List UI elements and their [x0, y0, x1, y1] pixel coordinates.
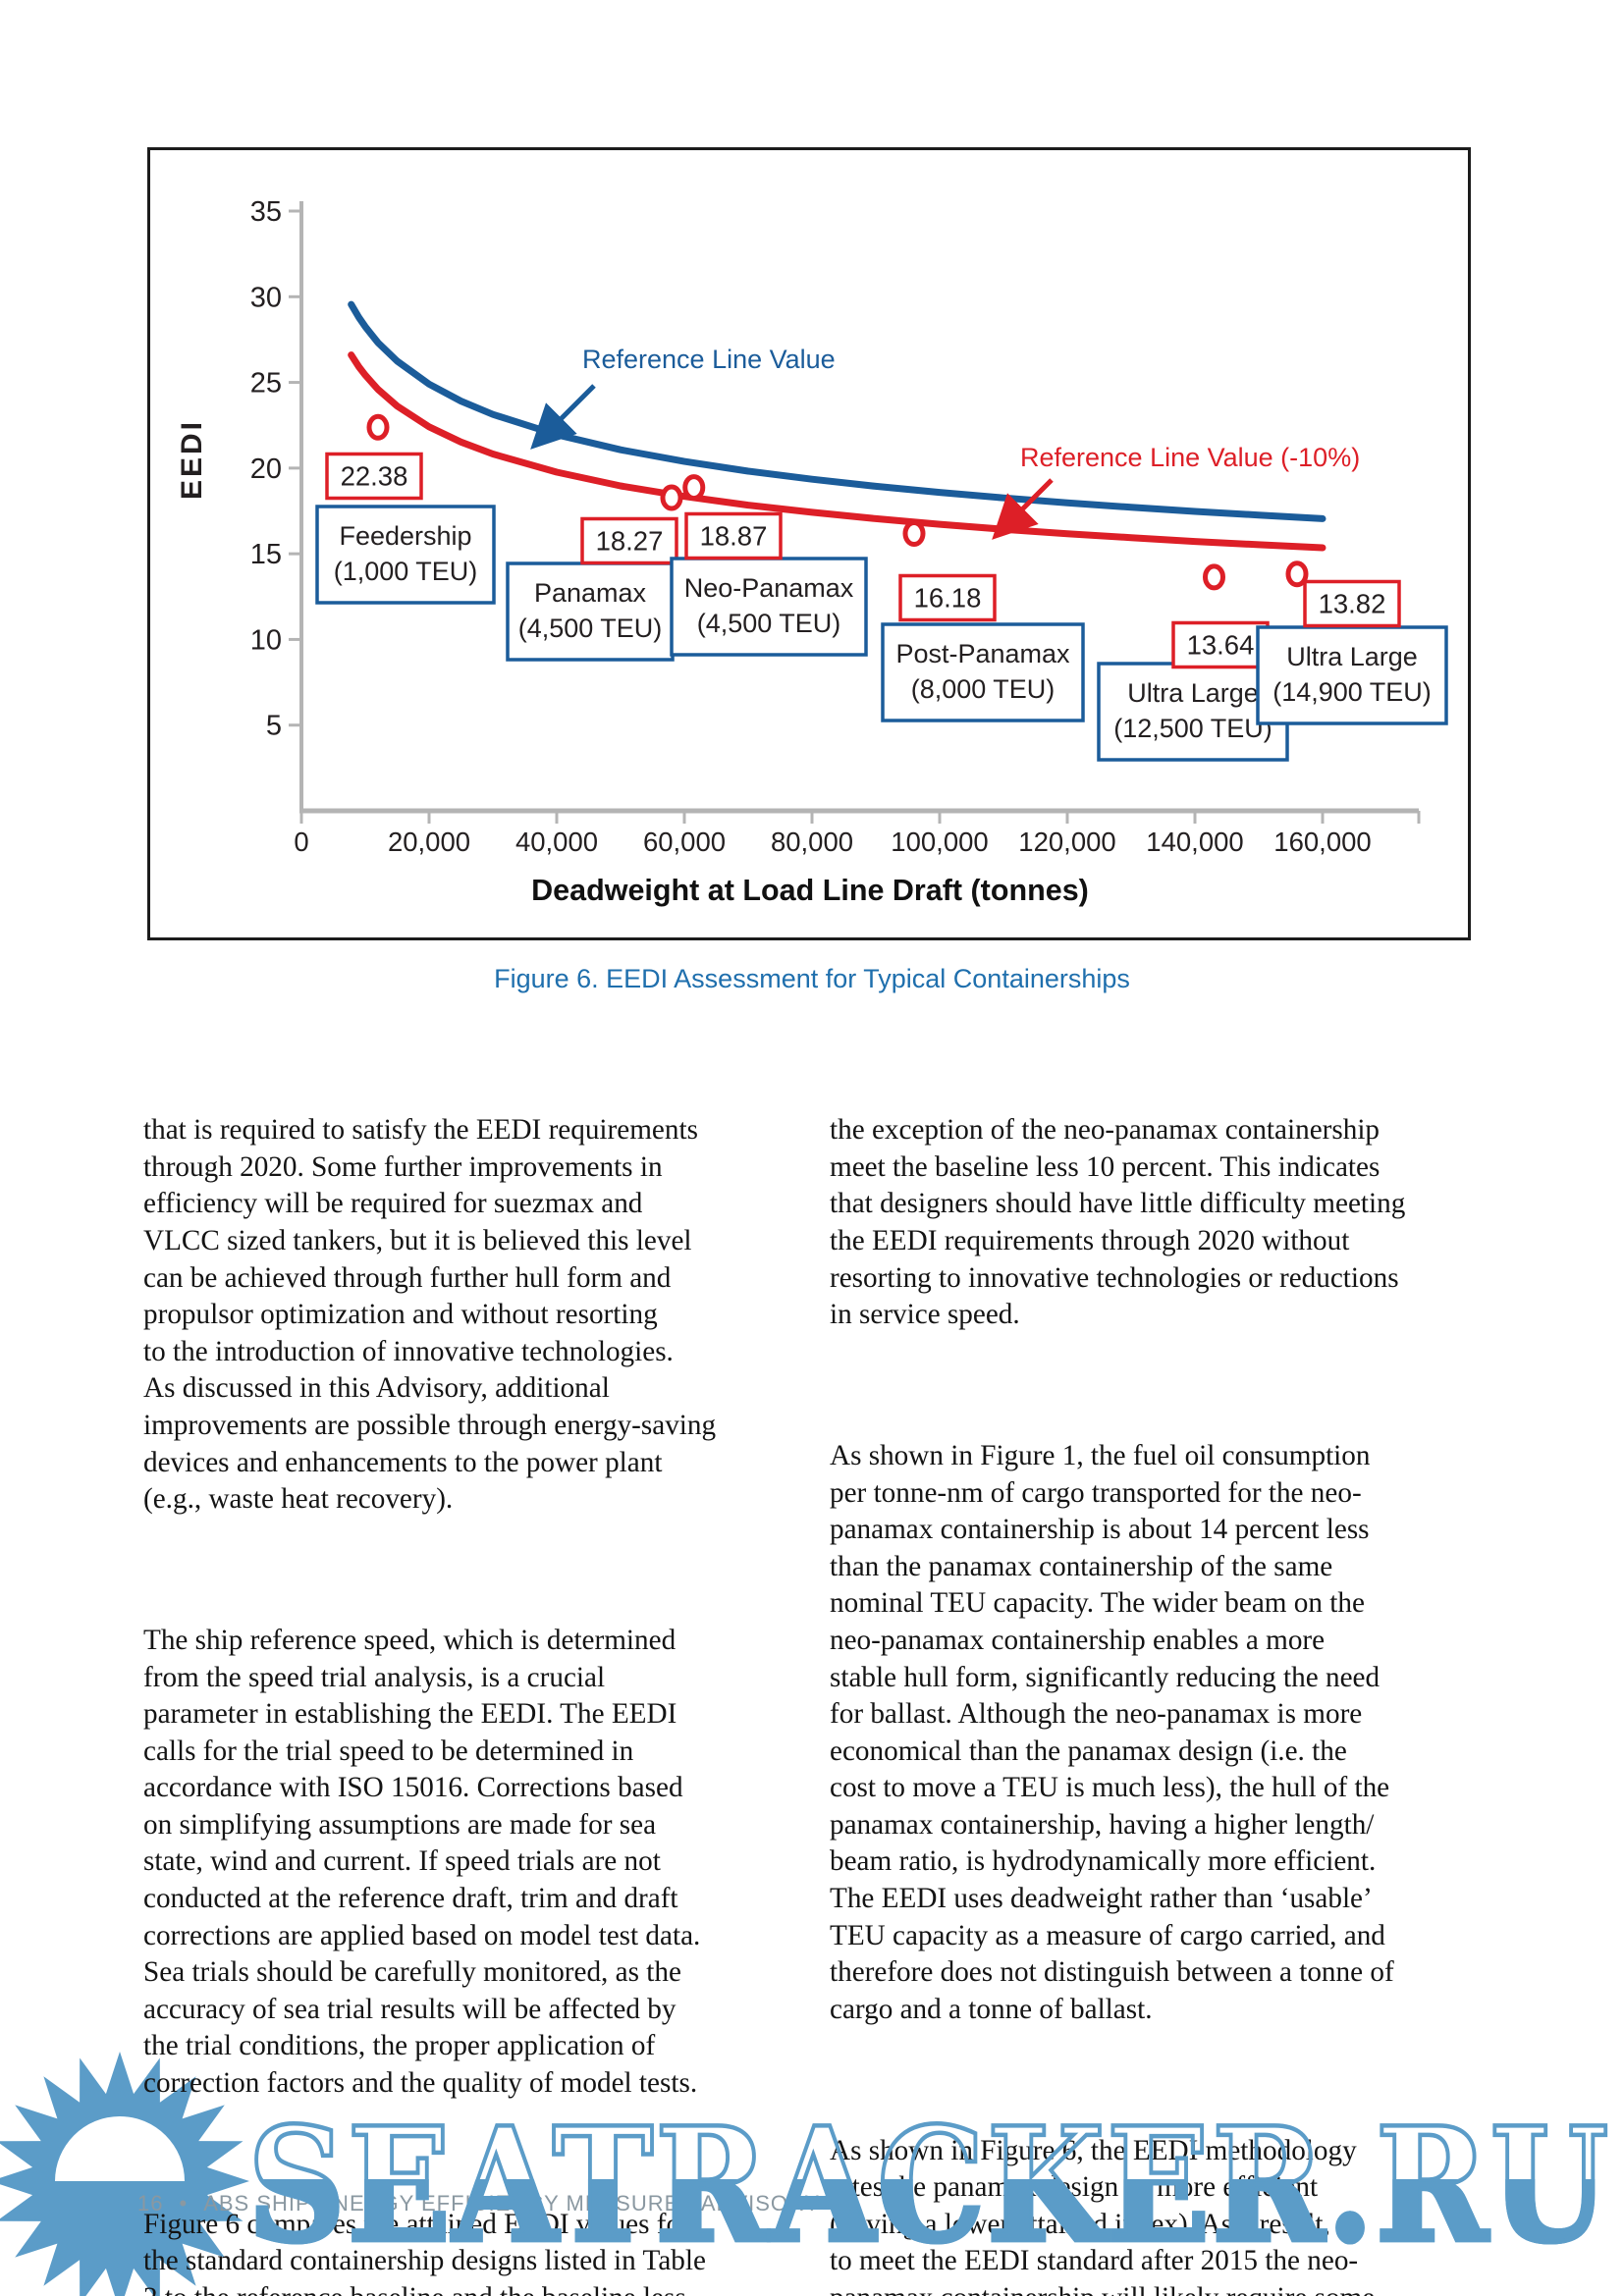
- svg-text:13.64: 13.64: [1187, 630, 1255, 661]
- page-number: 16: [137, 2191, 164, 2216]
- ship-data-point: [902, 520, 926, 548]
- paragraph: Figure 6 compares the attained EEDI valu…: [143, 2208, 706, 2296]
- svg-text:35: 35: [250, 196, 282, 228]
- axes: 35 30 25 20 15 10 5 0 20,000 40,000 60,000 80,000 10…: [176, 196, 1421, 907]
- figure-6-chart-frame: 35 30 25 20 15 10 5 0 20,000 40,000 60,000 80,000 10…: [147, 147, 1471, 940]
- ship-data-group: Panamax (4,500 TEU) 18.27: [506, 484, 683, 662]
- svg-text:10: 10: [250, 624, 282, 656]
- svg-text:60,000: 60,000: [643, 827, 726, 857]
- svg-text:80,000: 80,000: [771, 827, 853, 857]
- svg-text:Neo-Panamax: Neo-Panamax: [684, 573, 854, 603]
- ship-name-box: [1097, 662, 1289, 762]
- svg-text:25: 25: [250, 368, 282, 400]
- page-footer: 16 • ABS SHIP ENERGY EFFICIENCY MEASURES…: [137, 2191, 820, 2216]
- svg-text:18.27: 18.27: [596, 526, 664, 557]
- svg-text:(14,900 TEU): (14,900 TEU): [1272, 677, 1432, 707]
- svg-text:Ultra Large: Ultra Large: [1127, 678, 1259, 708]
- ship-data-group: Ultra Large (14,900 TEU) 13.82: [1256, 561, 1448, 725]
- svg-text:15: 15: [250, 539, 282, 570]
- eedi-value-box: [684, 511, 783, 561]
- x-axis-title: Deadweight at Load Line Draft (tonnes): [531, 874, 1089, 907]
- svg-text:(4,500 TEU): (4,500 TEU): [697, 609, 841, 638]
- svg-text:140,000: 140,000: [1146, 827, 1243, 857]
- annotation-label: Reference Line Value (-10%): [992, 443, 1360, 540]
- svg-text:120,000: 120,000: [1018, 827, 1115, 857]
- paragraph: The ship reference speed, which is deter…: [143, 1624, 701, 2100]
- footer-bullet-icon: •: [179, 2191, 189, 2216]
- svg-text:Post-Panamax: Post-Panamax: [895, 639, 1070, 668]
- eedi-value-box: [580, 516, 678, 565]
- ship-data-point: [660, 484, 683, 511]
- svg-text:18.87: 18.87: [700, 521, 768, 552]
- svg-text:Reference Line Value (-10%): Reference Line Value (-10%): [1020, 443, 1360, 472]
- svg-text:160,000: 160,000: [1273, 827, 1371, 857]
- eedi-chart: 35 30 25 20 15 10 5 0 20,000 40,000 60,000 80,000 10…: [176, 196, 1448, 907]
- svg-text:Feedership: Feedership: [339, 521, 471, 551]
- paragraph: As shown in Figure 6, the EEDI methodolo…: [830, 2134, 1375, 2296]
- paragraph: the exception of the neo-panamax contain…: [830, 1114, 1406, 1331]
- svg-text:Ultra Large: Ultra Large: [1286, 642, 1418, 671]
- svg-text:(8,000 TEU): (8,000 TEU): [911, 674, 1056, 704]
- annotation-label: Reference Line Value: [530, 345, 836, 450]
- ship-data-point: [682, 474, 706, 502]
- ship-data-point: [366, 413, 390, 441]
- eedi-value-box: [1303, 579, 1401, 628]
- eedi-value-box: [325, 452, 423, 501]
- svg-text:(12,500 TEU): (12,500 TEU): [1113, 714, 1272, 743]
- svg-text:Reference Line Value: Reference Line Value: [582, 345, 836, 374]
- reference-line-curve: [348, 300, 1326, 522]
- footer-title: ABS SHIP ENERGY EFFICIENCY MEASURES ADVI…: [203, 2191, 821, 2216]
- eedi-value-box: [898, 573, 997, 622]
- left-text-column: that is required to satisfy the EEDI req…: [143, 1039, 821, 2296]
- y-axis-title: EEDI: [176, 419, 208, 500]
- figure-caption: Figure 6. EEDI Assessment for Typical Co…: [494, 964, 1130, 993]
- ship-name-box: [881, 622, 1085, 722]
- ship-data-group: Post-Panamax (8,000 TEU) 16.18: [881, 520, 1085, 722]
- svg-text:22.38: 22.38: [341, 461, 408, 492]
- ship-data-group: Ultra Large (12,500 TEU) 13.64: [1097, 563, 1289, 762]
- eedi-value-box: [1171, 620, 1270, 669]
- svg-text:0: 0: [294, 827, 308, 857]
- right-text-column: the exception of the neo-panamax contain…: [830, 1039, 1517, 2296]
- svg-text:(1,000 TEU): (1,000 TEU): [334, 557, 478, 586]
- ship-data-group: Neo-Panamax (4,500 TEU) 18.87: [670, 474, 868, 657]
- svg-text:20: 20: [250, 454, 282, 485]
- svg-text:(4,500 TEU): (4,500 TEU): [518, 614, 663, 643]
- ship-name-box: [670, 557, 868, 657]
- svg-text:30: 30: [250, 282, 282, 313]
- ship-data-point: [1203, 563, 1225, 591]
- svg-text:5: 5: [266, 711, 282, 742]
- svg-text:100,000: 100,000: [891, 827, 988, 857]
- ship-data-group: Feedership (1,000 TEU) 22.38: [315, 413, 496, 605]
- svg-text:Panamax: Panamax: [534, 578, 647, 608]
- ship-data-point: [1285, 561, 1309, 588]
- reference-line-minus10-curve: [348, 351, 1326, 552]
- svg-text:13.82: 13.82: [1319, 589, 1386, 619]
- ship-name-box: [315, 505, 496, 605]
- svg-text:20,000: 20,000: [388, 827, 470, 857]
- paragraph: As shown in Figure 1, the fuel oil consu…: [830, 1439, 1394, 2025]
- paragraph: that is required to satisfy the EEDI req…: [143, 1114, 717, 1516]
- svg-text:40,000: 40,000: [515, 827, 598, 857]
- svg-text:16.18: 16.18: [914, 583, 982, 614]
